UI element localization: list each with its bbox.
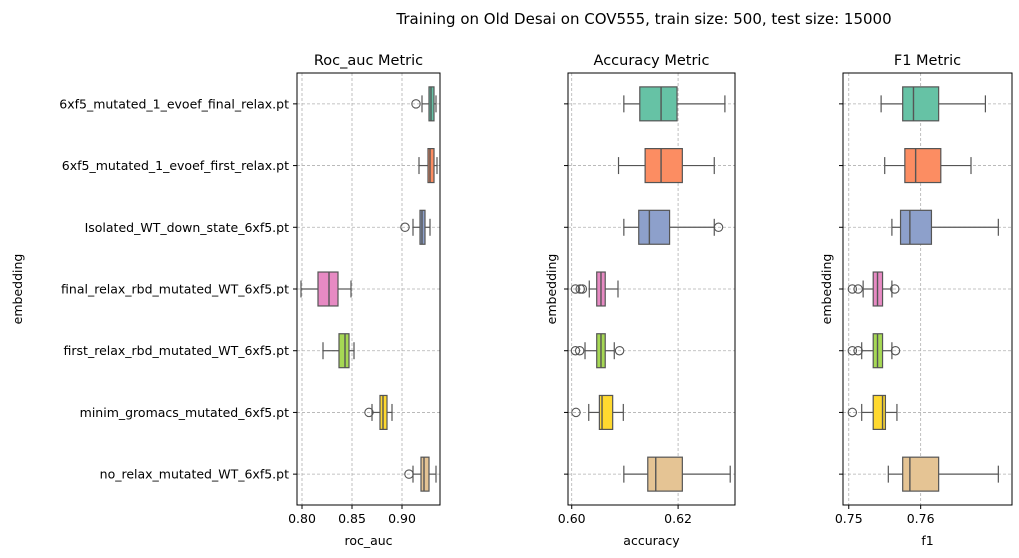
outlier-point	[574, 345, 585, 356]
outlier-point	[847, 345, 858, 356]
outlier-point	[713, 222, 724, 233]
outlier-point	[853, 284, 863, 294]
outlier-point	[847, 407, 858, 418]
panel-title: F1 Metric	[894, 53, 961, 69]
outlier-point	[571, 407, 581, 418]
outlier-point	[853, 345, 863, 356]
box-5	[872, 394, 887, 431]
y-axis-label: embedding	[10, 254, 25, 325]
panel-1: 0.60 0.62 Accuracy Metric accuracy embedding	[544, 53, 736, 548]
box-2	[899, 209, 933, 245]
outlier-point	[577, 284, 588, 294]
box-1	[427, 148, 435, 184]
y-tick-label: 6xf5_mutated_1_evoef_final_relax.pt	[59, 96, 289, 111]
panel-title: Roc_auc Metric	[314, 53, 423, 69]
outlier-point	[890, 284, 900, 294]
outlier-point	[570, 284, 581, 294]
x-axis-label: roc_auc	[344, 533, 392, 548]
box-1	[644, 148, 683, 184]
box-6	[647, 456, 683, 492]
y-axis-label: embedding	[819, 254, 834, 325]
panel-title: Accuracy Metric	[594, 53, 710, 69]
box-3	[317, 271, 339, 307]
outlier-point	[404, 469, 414, 479]
x-tick-label: 0.62	[664, 511, 692, 526]
x-tick-label: 0.76	[907, 511, 935, 526]
x-tick-label: 0.60	[558, 511, 586, 526]
outlier-point	[364, 407, 374, 418]
y-axis-label: embedding	[544, 254, 559, 325]
y-tick-label: final_relax_rbd_mutated_WT_6xf5.pt	[61, 282, 289, 297]
box-0	[902, 86, 940, 122]
box-2	[638, 209, 671, 245]
x-tick-label: 0.90	[388, 511, 416, 526]
y-tick-label: no_relax_mutated_WT_6xf5.pt	[100, 467, 289, 482]
y-tick-label: Isolated_WT_down_state_6xf5.pt	[85, 220, 290, 235]
outlier-point	[614, 345, 625, 356]
box-0	[639, 86, 678, 122]
x-tick-label: 0.75	[835, 511, 863, 526]
box-4	[338, 333, 350, 369]
x-axis-label: f1	[921, 533, 933, 548]
panel-0: 0.80 0.85 0.90 6xf5_mutated_1_evoef_final_r…	[10, 53, 441, 548]
outlier-point	[847, 284, 858, 294]
box-1	[904, 148, 942, 184]
y-tick-label: 6xf5_mutated_1_evoef_first_relax.pt	[62, 158, 289, 173]
panel-2: 0.75 0.76 F1 Metric f1 embedding	[819, 53, 1013, 548]
outlier-point	[570, 345, 581, 356]
y-tick-label: first_relax_rbd_mutated_WT_6xf5.pt	[64, 343, 290, 358]
outlier-point	[400, 222, 410, 233]
y-tick-label: minim_gromacs_mutated_6xf5.pt	[80, 405, 289, 420]
outlier-point	[411, 99, 421, 109]
x-axis-label: accuracy	[623, 533, 680, 548]
x-tick-label: 0.80	[288, 511, 316, 526]
outlier-point	[890, 345, 901, 356]
figure-suptitle: Training on Old Desai on COV555, train s…	[395, 10, 891, 28]
box-6	[902, 456, 940, 492]
x-tick-label: 0.85	[338, 511, 366, 526]
box-6	[420, 456, 430, 492]
